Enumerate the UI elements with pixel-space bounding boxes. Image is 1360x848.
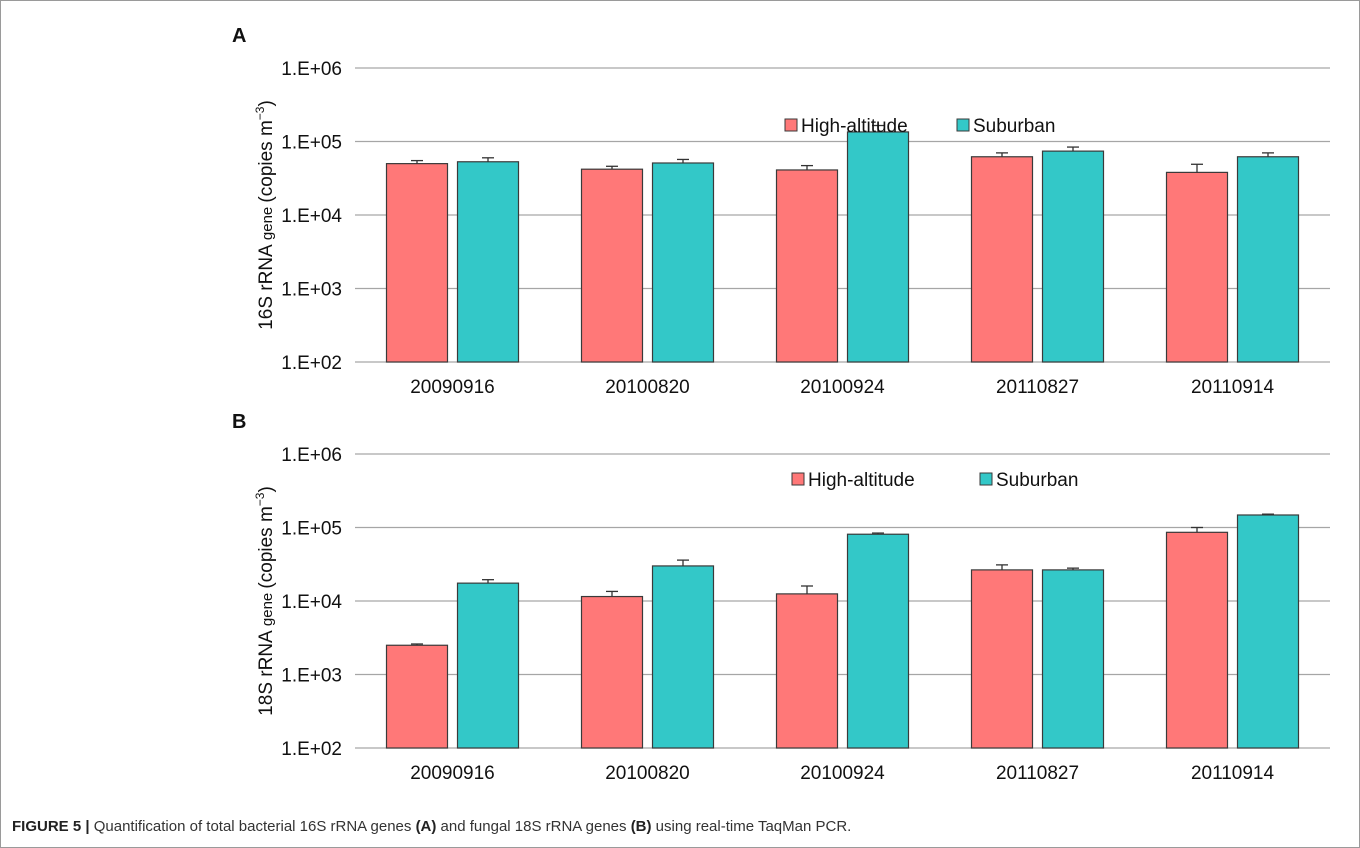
x-tick-label: 20110914 — [1191, 763, 1275, 784]
x-tick-label: 20090916 — [410, 763, 495, 784]
bar-suburban — [456, 582, 520, 749]
y-tick-label: 1.E+02 — [281, 739, 342, 760]
bar-high-altitude — [385, 163, 449, 363]
x-tick-label: 20100924 — [800, 763, 885, 784]
legend-label: High-altitude — [801, 116, 908, 137]
bar-suburban — [846, 131, 910, 363]
caption-ref-a: (A) — [415, 818, 437, 835]
y-tick-label: 1.E+04 — [281, 206, 342, 227]
y-axis-label: 16S rRNA gene (copies m−3) — [253, 100, 277, 330]
x-tick-label: 20100924 — [800, 377, 885, 398]
y-tick-label: 1.E+05 — [281, 133, 342, 154]
bar-suburban — [846, 533, 910, 749]
caption-text-1: Quantification of total bacterial 16S rR… — [89, 818, 416, 835]
x-tick-label: 20100820 — [605, 377, 690, 398]
x-tick-label: 20110827 — [996, 763, 1079, 784]
panel-letter: A — [232, 25, 246, 47]
bar-suburban — [1236, 514, 1300, 749]
y-axis-label: 18S rRNA gene (copies m−3) — [253, 486, 277, 716]
y-tick-label: 1.E+05 — [281, 519, 342, 540]
y-tick-label: 1.E+06 — [281, 445, 342, 466]
bar-high-altitude — [970, 156, 1034, 363]
bar-high-altitude — [775, 593, 839, 749]
legend-label: Suburban — [996, 470, 1078, 491]
panel-letter: B — [232, 411, 246, 433]
bar-suburban — [651, 162, 715, 363]
bar-high-altitude — [775, 169, 839, 363]
caption-ref-b: (B) — [630, 818, 652, 835]
legend-label: High-altitude — [808, 470, 915, 491]
bar-high-altitude — [580, 168, 644, 363]
caption-label: FIGURE 5 | — [12, 818, 90, 835]
caption-text-2: and fungal 18S rRNA genes — [436, 818, 631, 835]
legend-swatch — [791, 472, 805, 486]
bar-suburban — [1041, 569, 1105, 749]
y-tick-label: 1.E+03 — [281, 666, 342, 687]
bar-high-altitude — [970, 569, 1034, 749]
figure-caption: FIGURE 5 | Quantification of total bacte… — [12, 818, 851, 835]
caption-text-3: using real-time TaqMan PCR. — [651, 818, 852, 835]
y-tick-label: 1.E+04 — [281, 592, 342, 613]
x-tick-label: 20110914 — [1191, 377, 1275, 398]
bar-suburban — [456, 161, 520, 363]
y-tick-label: 1.E+02 — [281, 353, 342, 374]
bar-high-altitude — [580, 595, 644, 749]
bar-suburban — [1041, 150, 1105, 363]
legend-swatch — [979, 472, 993, 486]
bar-high-altitude — [1165, 171, 1229, 363]
bar-suburban — [651, 565, 715, 749]
bar-high-altitude — [385, 644, 449, 749]
bar-suburban — [1236, 156, 1300, 363]
y-tick-label: 1.E+03 — [281, 280, 342, 301]
x-tick-label: 20110827 — [996, 377, 1079, 398]
legend-swatch — [956, 118, 970, 132]
legend-label: Suburban — [973, 116, 1055, 137]
bar-high-altitude — [1165, 531, 1229, 749]
legend-swatch — [784, 118, 798, 132]
x-tick-label: 20100820 — [605, 763, 690, 784]
y-tick-label: 1.E+06 — [281, 59, 342, 80]
x-tick-label: 20090916 — [410, 377, 495, 398]
